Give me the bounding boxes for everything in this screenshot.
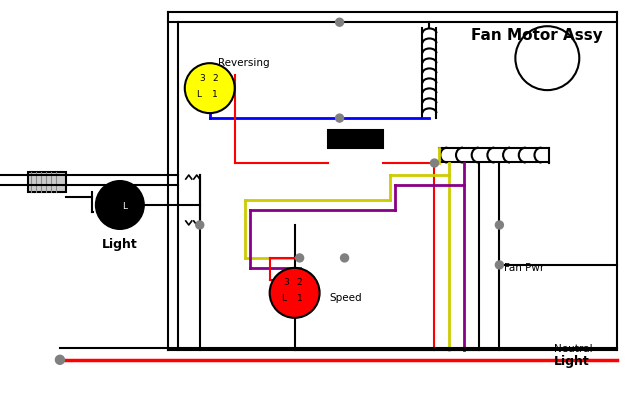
- Text: 2: 2: [297, 278, 303, 287]
- Text: 2: 2: [212, 74, 218, 83]
- Text: Speed: Speed: [330, 293, 362, 303]
- Circle shape: [56, 355, 65, 364]
- Circle shape: [335, 18, 344, 26]
- Text: 3: 3: [284, 278, 289, 287]
- Text: 3: 3: [199, 74, 205, 83]
- Circle shape: [495, 221, 504, 229]
- Circle shape: [431, 159, 438, 167]
- Text: Neutral: Neutral: [554, 344, 593, 354]
- Text: L: L: [122, 202, 127, 212]
- Circle shape: [296, 254, 303, 262]
- Bar: [28, 172, 66, 192]
- Text: Fan Motor Assy: Fan Motor Assy: [472, 28, 603, 43]
- Text: Fan Pwr: Fan Pwr: [504, 263, 545, 273]
- Bar: [328, 130, 383, 148]
- Text: L: L: [196, 90, 201, 99]
- Circle shape: [340, 254, 349, 262]
- Circle shape: [196, 221, 204, 229]
- Text: 1: 1: [212, 90, 218, 99]
- Circle shape: [335, 114, 344, 122]
- Circle shape: [269, 268, 319, 318]
- Circle shape: [495, 261, 504, 269]
- Text: L: L: [281, 294, 286, 303]
- Text: Light: Light: [102, 238, 138, 251]
- Text: Light: Light: [554, 355, 590, 368]
- Text: 1: 1: [297, 294, 303, 303]
- Text: Reversing: Reversing: [218, 58, 269, 68]
- Circle shape: [96, 181, 144, 229]
- Circle shape: [185, 63, 235, 113]
